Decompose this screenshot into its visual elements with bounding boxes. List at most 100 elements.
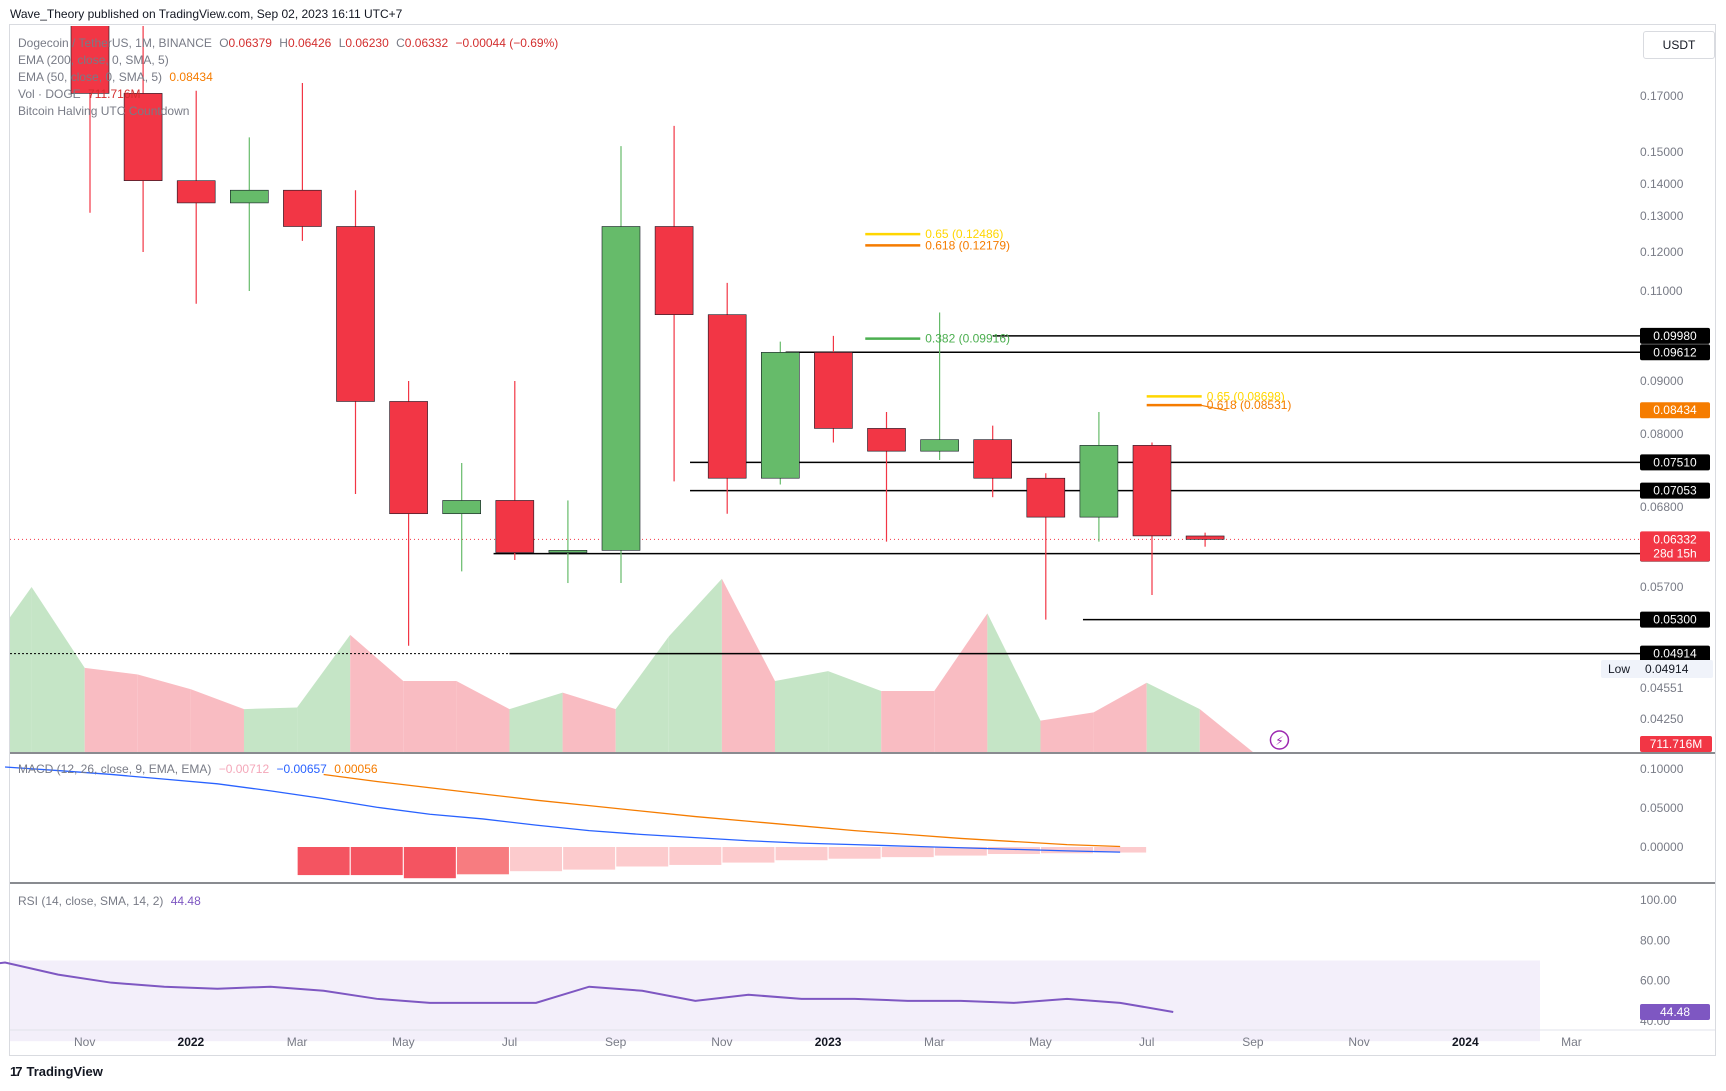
candle-body xyxy=(760,352,800,479)
volume-area-segment xyxy=(84,667,138,752)
legend-macd-row[interactable]: MACD (12, 26, close, 9, EMA, EMA) −0.007… xyxy=(18,762,378,776)
candle-body xyxy=(973,439,1013,479)
level-price-tag: 0.07053 xyxy=(1653,484,1697,498)
time-axis-tick-label: Nov xyxy=(1348,1035,1369,1049)
legend-ema50-row[interactable]: EMA (50, close, 0, SMA, 5) 0.08434 xyxy=(18,70,213,84)
macd-histogram-bar xyxy=(669,847,722,865)
candle-body xyxy=(1185,535,1225,540)
legend-rsi-row[interactable]: RSI (14, close, SMA, 14, 2) 44.48 xyxy=(18,894,201,908)
macd-line xyxy=(4,766,1121,853)
fib-level-label: 0.65 (0.08698) xyxy=(1207,389,1285,403)
macd-histogram-bar xyxy=(722,847,775,863)
volume-area-segment xyxy=(456,681,510,752)
price-axis-tick-label: 0.04551 xyxy=(1640,681,1684,695)
volume-area-segment xyxy=(1199,709,1253,752)
time-axis-tick-label: May xyxy=(1029,1035,1052,1049)
level-price-tag-bg xyxy=(1640,482,1710,499)
time-axis-tick-label: Mar xyxy=(1561,1035,1582,1049)
candle-body xyxy=(601,226,641,551)
level-price-tag: 0.09612 xyxy=(1653,345,1697,359)
time-axis-tick-label: Jul xyxy=(1139,1035,1154,1049)
rsi-axis-tick-label: 60.00 xyxy=(1640,974,1670,988)
level-price-tag: 0.05300 xyxy=(1653,613,1697,627)
time-axis-tick-label: Jul xyxy=(502,1035,517,1049)
macd-histogram-bar xyxy=(828,847,881,859)
macd-histogram-bar xyxy=(775,847,828,861)
price-axis-tick-label: 0.12000 xyxy=(1640,245,1684,259)
time-axis-tick-label: 2023 xyxy=(815,1035,842,1049)
rsi-tag: 44.48 xyxy=(1660,1005,1690,1019)
tradingview-logo-icon: 17 xyxy=(10,1064,23,1079)
candle-body xyxy=(230,189,269,204)
macd-histogram-bar xyxy=(987,847,1040,855)
macd-histogram-bar xyxy=(297,847,350,876)
volume-area-segment xyxy=(881,690,935,752)
candle-body xyxy=(867,428,906,452)
candle-body xyxy=(389,401,428,515)
volume-tag-bg xyxy=(1640,736,1712,752)
macd-axis-tick-label: 0.05000 xyxy=(1640,801,1684,815)
candle-body xyxy=(70,26,110,94)
legend-macd-signal: 0.00056 xyxy=(334,762,378,776)
last-price-tag: 0.06332 xyxy=(1653,532,1697,546)
candle-body xyxy=(1132,445,1172,537)
legend-symbol: Dogecoin / TetherUS, 1M, BINANCE xyxy=(18,36,212,50)
volume-area-segment xyxy=(509,692,563,752)
macd-histogram-bar xyxy=(456,847,509,875)
price-axis-tick-label: 0.04250 xyxy=(1640,712,1684,726)
time-axis-tick-label: Nov xyxy=(74,1035,95,1049)
macd-axis-tick-label: 0.00000 xyxy=(1640,840,1684,854)
rsi-axis-tick-label: 80.00 xyxy=(1640,933,1670,947)
macd-signal-line xyxy=(323,773,1121,848)
fib-extension-line xyxy=(1199,404,1227,412)
currency-button[interactable]: USDT xyxy=(1643,31,1715,59)
level-price-tag: 0.04914 xyxy=(1653,647,1697,661)
macd-histogram-bar xyxy=(1094,847,1147,853)
legend-ema200: EMA (200, close, 0, SMA, 5) xyxy=(18,53,169,67)
price-axis-tick-label: 0.15000 xyxy=(1640,145,1684,159)
legend-macd: MACD (12, 26, close, 9, EMA, EMA) xyxy=(18,762,212,776)
candle-body xyxy=(814,352,853,429)
level-price-tag-bg xyxy=(1640,454,1710,471)
macd-histogram-bar xyxy=(563,847,616,870)
legend-rsi-value: 44.48 xyxy=(170,894,201,908)
legend-high-label: H xyxy=(279,36,288,50)
rsi-axis-tick-label: 100.00 xyxy=(1640,893,1677,907)
macd-histogram-bar xyxy=(403,847,456,879)
volume-area-segment xyxy=(1146,682,1200,752)
time-axis-tick-label: Mar xyxy=(287,1035,308,1049)
footer-brand-label: TradingView xyxy=(26,1064,103,1079)
volume-area-segment xyxy=(774,671,829,752)
legend-macd-line: −0.00657 xyxy=(276,762,327,776)
price-axis-tick-label: 0.13000 xyxy=(1640,209,1684,223)
level-price-tag: 0.09980 xyxy=(1653,329,1697,343)
legend-open: 0.06379 xyxy=(228,36,272,50)
rsi-line xyxy=(0,961,1174,1013)
volume-area-segment xyxy=(721,578,775,752)
footer-brand[interactable]: 17 TradingView xyxy=(10,1064,103,1079)
legend-close: 0.06332 xyxy=(404,36,449,50)
volume-area-segment xyxy=(668,578,722,752)
candle-body xyxy=(654,226,694,315)
volume-tag: 711.716M xyxy=(1650,737,1702,751)
low-label: Low xyxy=(1608,662,1630,676)
legend-halving-row[interactable]: Bitcoin Halving UTC Countdown xyxy=(18,104,189,118)
volume-area-segment xyxy=(297,634,351,752)
volume-area-segment xyxy=(987,613,1041,752)
time-axis-tick-label: Mar xyxy=(924,1035,945,1049)
candle-body xyxy=(495,500,535,553)
volume-area-segment xyxy=(10,587,32,752)
candle-body xyxy=(548,550,588,553)
fib-level-label: 0.382 (0.09916) xyxy=(925,332,1010,346)
legend-ema200-row[interactable]: EMA (200, close, 0, SMA, 5) xyxy=(18,53,169,67)
level-price-tag-bg xyxy=(1640,611,1710,628)
level-price-tag: 0.07510 xyxy=(1653,455,1697,469)
last-price-tag-bg xyxy=(1640,531,1710,562)
legend-volume-row[interactable]: Vol · DOGE 711.716M xyxy=(18,87,141,101)
price-axis-tick-label: 0.11000 xyxy=(1640,284,1683,298)
time-axis-tick-label: Nov xyxy=(711,1035,732,1049)
legend-symbol-row: Dogecoin / TetherUS, 1M, BINANCE O0.0637… xyxy=(18,36,558,50)
chart-frame[interactable] xyxy=(9,24,1716,1056)
volume-area-segment xyxy=(615,636,669,752)
